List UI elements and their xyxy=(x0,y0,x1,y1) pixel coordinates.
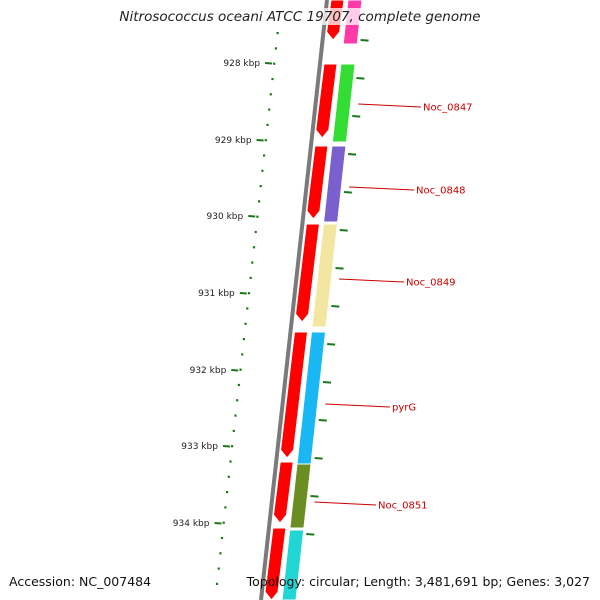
minor-tick xyxy=(251,261,254,264)
minor-tick xyxy=(268,108,271,111)
major-tick xyxy=(222,445,231,448)
minor-tick xyxy=(234,414,237,417)
inner-tick xyxy=(335,267,344,270)
cds-arrow xyxy=(315,63,338,139)
minor-tick xyxy=(237,383,240,387)
gene-block xyxy=(311,223,338,328)
inner-tick xyxy=(356,77,365,80)
gene-label-connector xyxy=(325,403,391,408)
cds-arrow xyxy=(264,527,287,600)
minor-tick xyxy=(271,77,274,81)
scale-label: 932 kbp xyxy=(190,366,227,376)
inner-tick xyxy=(360,39,369,42)
minor-tick xyxy=(274,47,277,50)
major-tick xyxy=(264,62,273,65)
gene-label-connector xyxy=(314,501,377,506)
inner-tick xyxy=(327,343,336,346)
minor-tick xyxy=(226,491,229,494)
gene-label: Noc_0847 xyxy=(423,103,473,114)
minor-tick xyxy=(239,368,242,371)
cds-arrow xyxy=(295,223,320,323)
gene-label-connector xyxy=(338,278,405,283)
genome-summary-text: Topology: circular; Length: 3,481,691 bp… xyxy=(246,574,590,589)
title-halo xyxy=(312,8,364,25)
minor-tick xyxy=(266,123,269,126)
gene-block xyxy=(331,63,356,143)
major-tick xyxy=(214,522,222,525)
major-tick xyxy=(239,292,247,295)
cds-arrow xyxy=(306,145,329,220)
minor-tick xyxy=(231,445,234,448)
minor-tick xyxy=(258,200,261,203)
minor-tick xyxy=(247,292,251,295)
gene-label: Noc_0851 xyxy=(378,501,428,512)
scale-label: 928 kbp xyxy=(223,59,260,69)
minor-tick xyxy=(242,338,245,341)
gene-block xyxy=(281,529,305,600)
gene-block xyxy=(289,463,312,529)
minor-tick xyxy=(227,475,230,478)
inner-tick xyxy=(339,229,348,232)
minor-tick xyxy=(232,429,235,432)
cds-arrow xyxy=(280,331,309,459)
gene-label: Noc_0849 xyxy=(406,278,456,289)
minor-tick xyxy=(261,169,264,172)
minor-tick xyxy=(273,62,276,65)
minor-tick xyxy=(244,322,247,325)
minor-tick xyxy=(259,185,262,188)
major-tick xyxy=(231,369,239,372)
gene-label-connector xyxy=(349,186,415,191)
inner-tick xyxy=(314,457,323,460)
inner-tick xyxy=(322,381,332,384)
minor-tick xyxy=(236,399,239,402)
minor-tick xyxy=(229,460,232,463)
inner-tick xyxy=(310,495,319,498)
minor-tick xyxy=(224,506,227,509)
minor-tick xyxy=(246,307,249,310)
inner-tick xyxy=(331,305,340,308)
gene-block xyxy=(323,145,347,223)
minor-tick xyxy=(252,246,256,249)
minor-tick xyxy=(269,93,272,96)
gene-label: pyrG xyxy=(392,403,416,414)
inner-tick xyxy=(347,153,357,156)
inner-tick xyxy=(306,533,315,536)
major-tick xyxy=(256,139,264,142)
scale-label: 929 kbp xyxy=(215,136,252,146)
scale-label: 933 kbp xyxy=(181,442,218,452)
major-tick xyxy=(248,215,256,218)
minor-tick xyxy=(220,536,224,540)
cds-arrow xyxy=(272,461,294,524)
scale-label: 930 kbp xyxy=(207,212,244,222)
inner-tick xyxy=(343,191,352,194)
map-title: Nitrosococcus oceani ATCC 19707, complet… xyxy=(119,9,481,25)
accession-text: Accession: NC_007484 xyxy=(9,574,152,589)
genome-backbone xyxy=(259,0,329,600)
inner-tick xyxy=(318,419,327,422)
inner-tick xyxy=(352,115,361,118)
minor-tick xyxy=(254,230,257,234)
minor-tick xyxy=(256,215,259,218)
minor-tick xyxy=(263,154,266,157)
minor-tick xyxy=(249,276,252,279)
gene-label-connector xyxy=(358,103,422,108)
gene-label: Noc_0848 xyxy=(416,186,466,197)
minor-tick xyxy=(276,32,279,35)
minor-tick xyxy=(222,521,225,524)
minor-tick xyxy=(264,139,267,142)
minor-tick xyxy=(219,552,222,555)
scale-label: 934 kbp xyxy=(173,519,210,529)
minor-tick xyxy=(215,582,219,585)
minor-tick xyxy=(217,567,220,570)
minor-tick xyxy=(241,353,244,356)
scale-label: 931 kbp xyxy=(198,289,235,299)
